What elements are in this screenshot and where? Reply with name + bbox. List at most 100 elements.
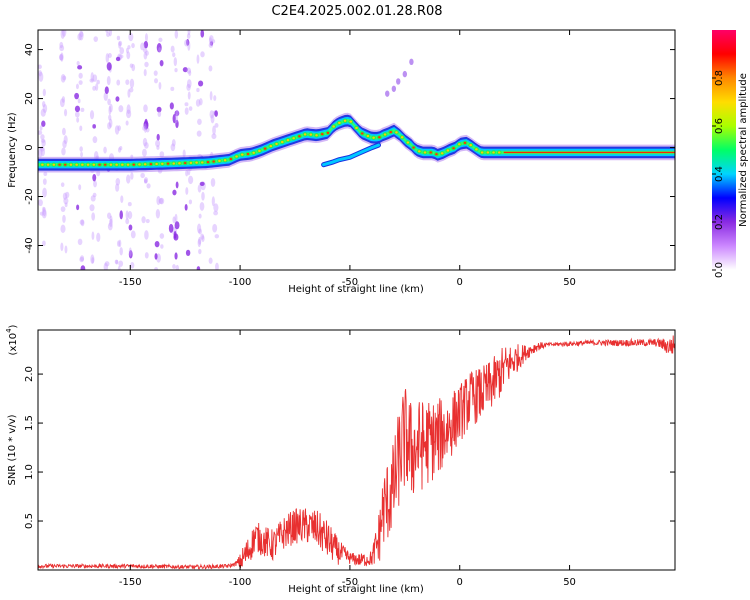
noise-blob [208,42,214,48]
noise-blob [154,267,158,270]
y-tick-label: 1.5 [24,415,35,431]
ridge-blob-core [109,163,113,166]
ridge-blob-core [223,159,227,162]
noise-blob [199,201,205,211]
noise-blob [187,30,191,36]
noise-blob [208,257,213,264]
noise-blob [174,68,178,73]
ridge-blob-core [383,133,387,136]
colorbar-label: Normalized spectral amplitude [738,73,749,227]
ridge-blob-core [138,163,141,166]
ridge-blob-core [166,162,170,165]
snr-scale-base: (x10 [8,333,19,356]
arc-point [409,58,414,66]
noise-blob [126,104,131,115]
spectrogram-panel: -150 -100 -50 0 50 -40 -20 0 20 40 Height of str… [7,29,676,295]
ridge-blob-core [457,143,461,146]
noise-blob [64,202,68,208]
spectrogram-frame [37,29,676,271]
chart-title: C2E4.2025.002.01.28.R08 [271,4,442,19]
noise-blob [128,247,132,257]
noise-blob [212,223,218,233]
y-tick-label: 1.0 [24,464,35,480]
noise-blob [170,143,176,152]
noise-blob [144,178,148,183]
noise-blob [118,41,122,49]
noise-blob [61,96,66,103]
noise-blob [60,182,65,188]
noise-blob [126,109,132,119]
noise-blob [131,42,135,49]
noise-blob [79,125,83,132]
noise-blob [63,135,68,145]
noise-blob [144,142,149,149]
svg-text:(x104): (x104) [5,324,19,355]
noise-blob [196,87,200,93]
noise-blob [168,223,174,233]
noise-blob [104,86,109,95]
noise-blob [107,53,112,58]
noise-blob [200,233,205,240]
noise-blob [89,110,95,120]
noise-blob [155,208,161,219]
x-tick-label: 50 [563,577,576,588]
noise-blob [89,204,95,212]
noise-blob [41,120,46,127]
noise-blob [200,30,205,38]
spectrogram-x-axis: -150 -100 -50 0 50 [119,30,576,288]
ridge-blob-core [280,140,284,144]
spectrogram-marks [38,30,675,270]
snr-frame [37,329,676,571]
noise-blob [59,41,64,49]
noise-blob [92,85,97,91]
noise-blob [38,71,44,82]
noise-blob [115,177,121,186]
noise-blob [197,223,202,234]
ridge-blob-core [103,163,107,166]
noise-blob [119,145,123,151]
noise-blob [172,216,176,224]
noise-blob [109,103,113,113]
ridge-blob-core [343,119,347,122]
noise-blob [42,187,47,198]
noise-blob [170,86,175,91]
noise-blob [77,98,81,104]
noise-blob [42,101,46,108]
noise-blob [105,53,110,63]
ridge-blob-core [240,153,244,156]
noise-blob [198,80,204,87]
noise-blob [40,138,46,143]
noise-blob [210,177,216,187]
noise-blob [116,79,121,86]
spectrogram-x-label: Height of straight line (km) [288,284,424,295]
ridge-blob-core [98,163,101,166]
noise-blob [107,98,111,106]
noise-blob [173,57,178,67]
noise-blob [130,262,135,269]
noise-blob [127,201,132,207]
ridge-blob-core [195,161,198,164]
noise-blob [119,47,125,55]
colorbar-tick-label: 0.4 [714,166,725,182]
colorbar-ticks: 0.0 0.2 0.4 0.6 0.8 [712,70,725,278]
noise-blob [184,107,189,115]
noise-blob [109,218,113,227]
noise-blob [198,228,202,235]
noise-blob [212,125,216,135]
noise-blob [215,262,219,270]
noise-blob [185,187,189,195]
noise-blob [213,95,217,101]
noise-blob [128,250,133,259]
noise-blob [62,140,67,149]
noise-blob [196,130,202,137]
noise-blob [140,42,145,51]
noise-blob [118,260,124,267]
noise-blob [60,224,66,233]
noise-blob [214,123,219,128]
ridge-blob-core [378,136,381,139]
noise-blob [195,99,201,107]
noise-blob [78,80,83,85]
noise-blob [107,222,113,231]
noise-blob [172,264,176,269]
noise-blob [169,102,174,110]
